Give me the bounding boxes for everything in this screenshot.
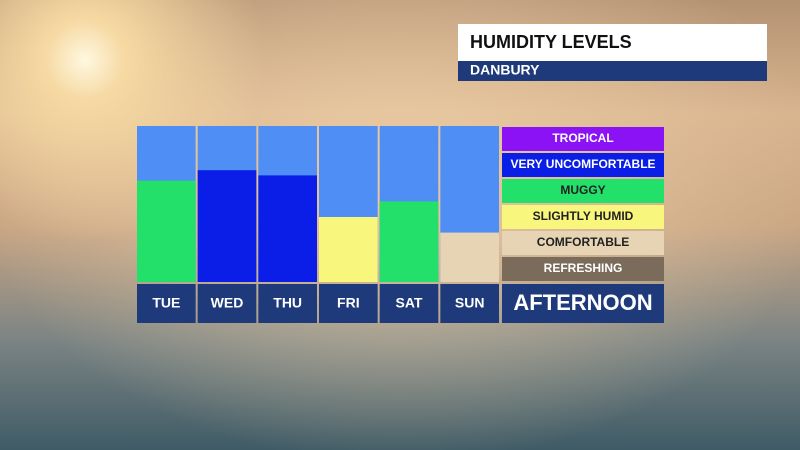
- bar: [197, 170, 257, 282]
- legend-swatch: [502, 127, 664, 151]
- legend-label: COMFORTABLE: [537, 235, 629, 249]
- period-label: AFTERNOON: [513, 290, 652, 315]
- x-tick-label: WED: [211, 295, 244, 311]
- x-tick-label: FRI: [337, 295, 360, 311]
- legend-label: VERY UNCOMFORTABLE: [510, 157, 655, 171]
- x-tick-label: SUN: [455, 295, 485, 311]
- x-tick-label: SAT: [396, 295, 423, 311]
- bar: [258, 175, 317, 282]
- bar: [137, 180, 196, 282]
- x-tick-label: TUE: [152, 295, 180, 311]
- bar: [379, 201, 439, 282]
- legend-swatch: [502, 153, 664, 177]
- legend-swatch: [502, 231, 664, 255]
- bar: [440, 232, 499, 282]
- day-box: [137, 284, 196, 323]
- legend-swatch: [502, 205, 664, 229]
- day-box: [319, 284, 378, 323]
- bar: [319, 217, 378, 282]
- day-box: [197, 284, 257, 323]
- period-box: [502, 284, 664, 323]
- subtitle-box: [458, 61, 767, 81]
- legend-label: REFRESHING: [544, 261, 623, 275]
- chart-title: HUMIDITY LEVELS: [470, 32, 632, 52]
- chart-subtitle: DANBURY: [470, 62, 540, 78]
- day-box: [440, 284, 499, 323]
- legend-label: MUGGY: [560, 183, 605, 197]
- x-tick-label: THU: [273, 295, 302, 311]
- day-box: [379, 284, 439, 323]
- legend-swatch: [502, 257, 664, 281]
- legend-swatch: [502, 179, 664, 203]
- legend-label: TROPICAL: [552, 131, 613, 145]
- day-box: [258, 284, 317, 323]
- title-box: [458, 24, 767, 61]
- legend-label: SLIGHTLY HUMID: [533, 209, 634, 223]
